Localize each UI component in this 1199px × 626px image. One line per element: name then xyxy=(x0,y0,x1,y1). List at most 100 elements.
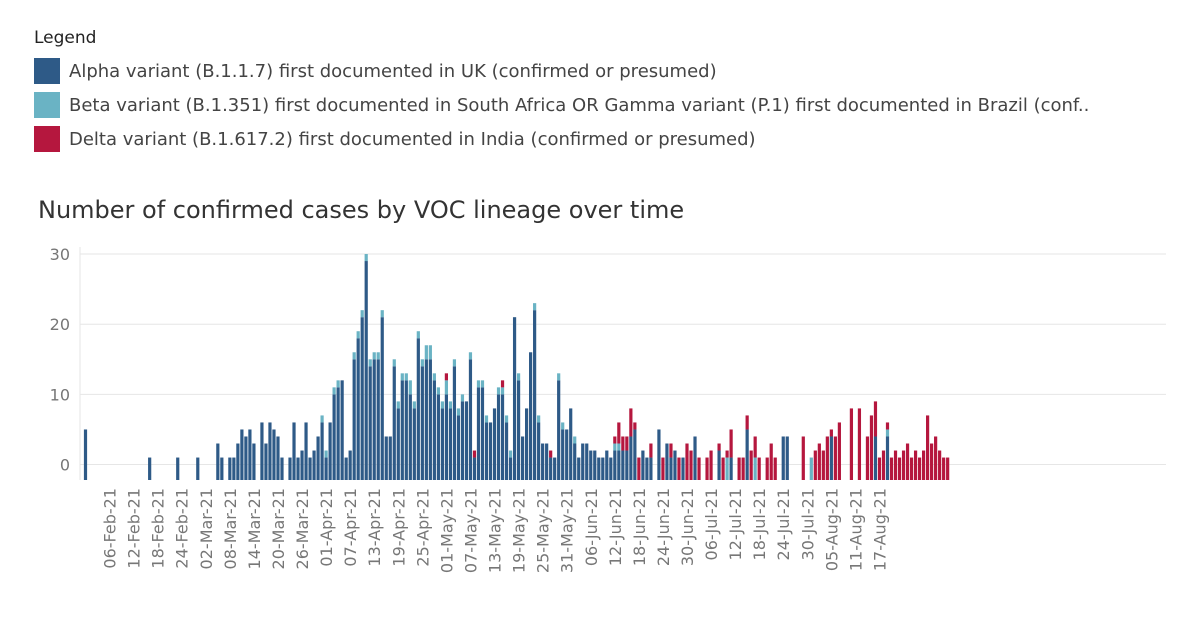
bar-delta xyxy=(669,443,673,458)
bar-beta-gamma xyxy=(809,457,813,480)
bar-alpha xyxy=(220,457,224,480)
bar-alpha xyxy=(504,422,509,480)
bar-alpha xyxy=(83,429,88,480)
bar-alpha xyxy=(356,338,360,480)
legend-item-alpha[interactable]: Alpha variant (B.1.1.7) first documented… xyxy=(34,54,1089,88)
bar-beta-gamma xyxy=(324,450,328,458)
bar-delta xyxy=(705,457,709,480)
bar-alpha xyxy=(432,380,436,480)
bar-beta-gamma xyxy=(436,387,440,395)
bar-alpha xyxy=(593,450,597,480)
bar-delta xyxy=(825,436,829,480)
bar-alpha xyxy=(260,422,264,480)
bar-alpha xyxy=(248,429,252,480)
bar-alpha xyxy=(344,457,348,480)
bar-alpha xyxy=(264,443,268,480)
bar-alpha xyxy=(657,429,661,480)
x-tick-label: 12-Jul-21 xyxy=(726,488,745,560)
bar-alpha xyxy=(436,394,440,480)
bar-alpha xyxy=(332,394,336,480)
bar-delta xyxy=(829,429,833,437)
legend-item-delta[interactable]: Delta variant (B.1.617.2) first document… xyxy=(34,122,1089,156)
bar-alpha xyxy=(829,436,833,480)
bar-delta xyxy=(649,443,653,458)
bar-alpha xyxy=(589,450,593,480)
bar-delta xyxy=(849,408,854,480)
bar-beta-gamma xyxy=(420,359,424,367)
bar-beta-gamma xyxy=(396,401,400,409)
bar-beta-gamma xyxy=(484,415,489,423)
bar-beta-gamma xyxy=(617,443,621,451)
bar-alpha xyxy=(613,450,617,480)
bar-alpha xyxy=(781,436,785,480)
x-tick-label: 25-May-21 xyxy=(534,488,553,573)
bar-delta xyxy=(725,450,729,458)
x-tick-label: 19-May-21 xyxy=(510,488,529,573)
bar-alpha xyxy=(500,394,505,480)
bar-delta xyxy=(881,450,886,480)
bar-alpha xyxy=(573,443,577,480)
bar-alpha xyxy=(549,457,553,480)
bar-alpha xyxy=(476,387,481,480)
bar-alpha xyxy=(428,359,432,480)
bar-alpha xyxy=(352,359,356,480)
bar-beta-gamma xyxy=(452,359,457,367)
bar-beta-gamma xyxy=(508,450,513,458)
bar-alpha xyxy=(649,457,653,480)
bar-alpha xyxy=(597,457,601,480)
bar-delta xyxy=(813,450,817,480)
bar-delta xyxy=(549,450,553,458)
bar-alpha xyxy=(681,457,685,480)
bar-alpha xyxy=(408,394,412,480)
bar-alpha xyxy=(585,443,589,480)
bar-alpha xyxy=(412,408,416,480)
bar-alpha xyxy=(272,429,276,480)
legend-swatch-alpha xyxy=(34,58,60,84)
bar-delta xyxy=(749,450,753,480)
bar-alpha xyxy=(440,408,444,480)
bar-alpha xyxy=(525,408,529,480)
bar-beta-gamma xyxy=(416,331,420,339)
bar-beta-gamma xyxy=(613,443,617,451)
bar-alpha xyxy=(340,380,344,480)
bar-alpha xyxy=(368,366,372,480)
x-tick-label: 26-Mar-21 xyxy=(293,488,312,569)
bar-alpha xyxy=(336,387,340,480)
bar-beta-gamma xyxy=(376,352,380,360)
x-tick-label: 31-May-21 xyxy=(558,488,577,573)
bar-alpha xyxy=(581,443,585,480)
bar-alpha xyxy=(196,457,200,480)
bar-alpha xyxy=(745,429,749,480)
x-tick-label: 19-Apr-21 xyxy=(389,488,408,567)
bar-delta xyxy=(717,443,721,451)
bar-delta xyxy=(893,450,898,480)
x-tick-label: 12-Jun-21 xyxy=(606,488,625,566)
bar-delta xyxy=(869,415,874,480)
bar-alpha xyxy=(693,436,697,480)
bar-beta-gamma xyxy=(460,394,465,402)
x-tick-label: 30-Jun-21 xyxy=(678,488,697,566)
bar-alpha xyxy=(240,429,244,480)
bar-alpha xyxy=(420,366,424,480)
legend-item-beta-gamma[interactable]: Beta variant (B.1.351) first documented … xyxy=(34,88,1089,122)
bar-beta-gamma xyxy=(496,387,501,395)
bar-alpha xyxy=(673,450,677,480)
bar-alpha xyxy=(492,408,497,480)
bar-alpha xyxy=(280,457,284,480)
x-tick-label: 13-May-21 xyxy=(486,488,505,573)
bar-delta xyxy=(472,450,477,458)
bar-alpha xyxy=(308,457,312,480)
bar-delta xyxy=(745,415,749,430)
bar-alpha xyxy=(464,401,469,480)
bar-alpha xyxy=(236,443,240,480)
bar-alpha xyxy=(404,380,408,480)
bar-alpha xyxy=(288,457,292,480)
bar-beta-gamma xyxy=(404,373,408,381)
x-tick-label: 07-May-21 xyxy=(461,488,480,573)
bar-delta xyxy=(897,457,902,480)
bar-alpha xyxy=(364,261,368,480)
bar-delta xyxy=(629,408,633,437)
bar-delta xyxy=(625,436,629,451)
bar-delta xyxy=(873,401,878,437)
bar-beta-gamma xyxy=(320,415,324,423)
